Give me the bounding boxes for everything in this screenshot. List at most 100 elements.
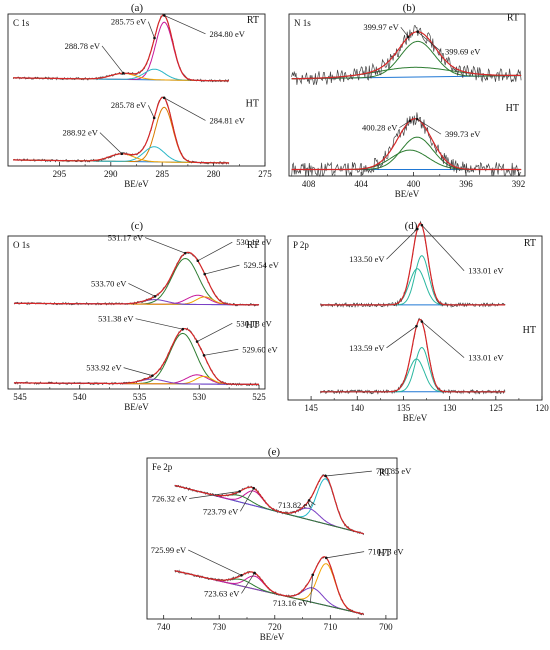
x-tick-label: 408 [302,179,316,189]
x-tick-label: 710 [324,622,338,632]
annotation-leader [203,348,239,356]
peak-annotation: 133.01 eV [468,353,504,363]
peak-annotation: 713.16 eV [273,598,309,608]
fit-envelope [291,118,522,171]
annotation-tip [324,556,328,560]
annotation-leader [204,264,240,275]
component-peak [320,358,506,393]
annotation-tip [415,117,419,121]
annotation-tip [416,30,419,34]
peak-annotation: 531.17 eV [108,233,144,243]
plot-frame [7,235,266,390]
x-tick-label: 404 [354,179,368,189]
peak-annotation: 726.32 eV [152,493,188,503]
annotation-tip [162,96,166,100]
group-rt: RT 133.50 eV 133.01 eV [320,220,536,309]
sample-label: RT [379,468,391,479]
panel-label: (b) [403,2,416,14]
panel-p-2p: (d) P 2p 145 140 135 130 125 120 BE/eV RT 133.50 e… [287,220,549,423]
group-ht: HT 133.59 eV 133.01 eV [319,317,536,395]
annotation-leader [421,321,465,358]
x-tick-label: 525 [252,392,266,402]
peak-annotation: 285.78 eV [111,100,147,110]
annotation-leader [421,224,465,271]
component-peak [13,68,229,82]
sample-label: RT [507,12,519,23]
x-tick-label: 396 [459,179,473,189]
x-tick-label: 545 [13,392,27,402]
annotation-tip [407,35,410,39]
plot-frame [288,13,526,177]
raw-spectrum [13,327,260,387]
x-tick-label: 700 [379,622,393,632]
sample-label: RT [524,238,536,249]
group-ht: HT 725.99 eV 710.73 eV 723.63 eV 713.16 eV [151,545,404,616]
annotation-tip [153,295,157,298]
peak-annotation: 530.12 eV [236,237,272,247]
annotation-leader [196,322,233,342]
peak-annotation: 725.99 eV [151,545,187,555]
annotation-tip [120,152,124,156]
peak-annotation: 399.69 eV [445,47,481,57]
annotation-tip [415,324,418,328]
fit-envelope [320,318,506,393]
annotation-leader [241,572,255,594]
element-label: N 1s [294,18,311,28]
x-tick-label: 120 [535,403,549,413]
raw-spectrum [13,251,260,307]
x-tick-label: 530 [193,392,207,402]
annotation-leader [399,120,411,128]
component-peak [14,257,259,306]
peak-annotation: 531.38 eV [98,314,134,324]
fit-envelope [14,327,259,385]
annotation-leader [99,132,123,154]
annotation-leader [417,31,442,52]
annotation-leader [326,551,365,559]
peak-annotation: 713.82 eV [278,500,314,510]
sample-label: HT [506,103,519,114]
peak-annotation: 133.59 eV [349,343,385,353]
sample-label: RT [247,240,259,251]
annotation-tip [181,327,185,331]
peak-annotation: 284.81 eV [209,115,245,125]
x-tick-label: 275 [258,169,272,179]
component-peak [14,332,259,385]
annotation-leader [325,470,372,477]
annotation-leader [189,491,240,499]
plot-frame [287,235,543,401]
x-tick-label: 125 [489,403,503,413]
x-tick-label: 290 [104,169,118,179]
plot-frame [146,457,398,620]
fit-envelope [174,474,364,535]
x-tick-label: 140 [351,403,365,413]
peak-annotation: 723.63 eV [204,588,240,598]
annotation-tip [420,223,424,227]
x-tick-label: 295 [53,169,67,179]
annotation-tip [238,490,241,493]
sample-label: HT [246,99,259,110]
peak-annotation: 285.75 eV [111,17,147,27]
element-label: C 1s [13,18,30,28]
annotation-tip [252,486,256,490]
group-rt: RT 399.97 eV 399.69 eV [291,12,522,86]
x-tick-label: 145 [304,403,318,413]
x-tick-label: 135 [397,403,411,413]
peak-annotation: 284.80 eV [209,29,245,39]
annotation-tip [416,227,419,231]
annotation-leader [101,45,124,74]
panel-label: (a) [131,2,144,14]
x-tick-label: 730 [212,622,226,632]
peak-annotation: 399.97 eV [363,22,399,32]
annotation-tip [253,571,256,575]
sample-label: RT [247,15,259,26]
x-axis-label: BE/eV [124,402,149,412]
component-peak [13,21,229,82]
annotation-tip [324,474,327,478]
sample-label: HT [523,325,536,336]
fit-envelope [291,31,522,80]
raw-spectrum [291,112,522,178]
panel-o-1s: (c) O 1s 545 540 535 530 525 BE/eV RT 531.17 eV 53… [7,220,280,412]
